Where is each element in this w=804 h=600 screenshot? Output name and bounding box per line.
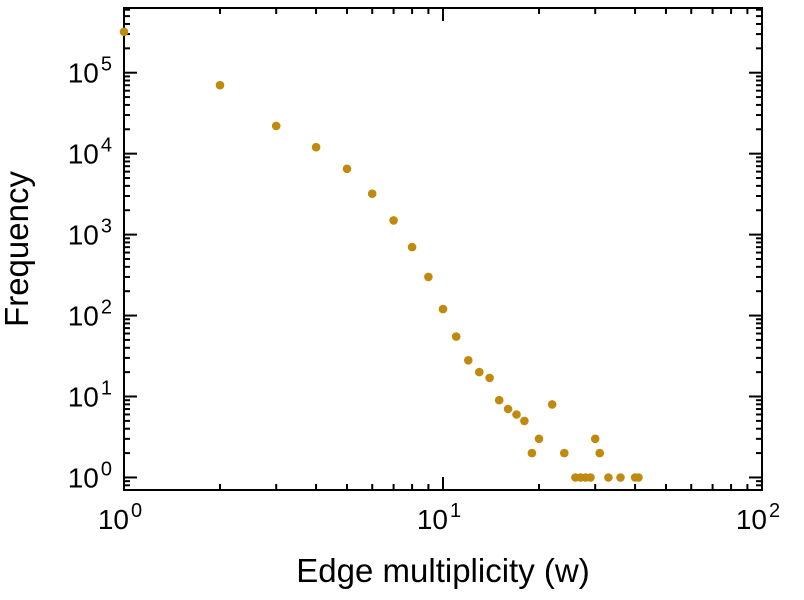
data-point: [119, 27, 129, 37]
data-point: [464, 356, 473, 365]
data-point: [407, 242, 417, 252]
x-tick-label: 10 1: [417, 500, 461, 535]
y-tick-label: 10 3: [68, 216, 112, 251]
data-point: [616, 473, 625, 482]
y-tick-label: 10 2: [68, 297, 112, 332]
data-point: [604, 473, 613, 482]
data-point: [547, 400, 557, 409]
data-point: [424, 272, 433, 282]
x-axis-label: Edge multiplicity (w): [296, 552, 589, 589]
data-point: [451, 332, 461, 341]
data-point: [560, 448, 569, 458]
tick-labels: 10 0 10 1 10 2 10 0 10 1 10 2 10 3 10 4 10 5: [68, 54, 780, 535]
data-point: [586, 473, 595, 482]
y-tick-label: 10 1: [68, 378, 112, 413]
y-axis-label: Frequency: [0, 171, 35, 327]
y-tick-label: 10 0: [68, 458, 112, 493]
x-tick-label: 10 0: [98, 500, 142, 535]
data-point: [367, 189, 377, 198]
data-point: [475, 367, 484, 377]
data-point: [590, 434, 600, 444]
data-point: [512, 410, 521, 419]
data-point: [215, 80, 225, 90]
plot-frame: [123, 7, 763, 491]
data-points: [119, 27, 643, 482]
y-tick-label: 10 4: [68, 135, 112, 170]
data-point: [634, 473, 643, 482]
data-point: [494, 395, 504, 405]
data-point: [342, 164, 352, 174]
data-point: [485, 373, 494, 383]
data-point: [534, 434, 544, 444]
data-point: [520, 416, 529, 426]
data-point: [595, 448, 604, 458]
data-point: [271, 121, 281, 131]
data-point: [389, 216, 398, 225]
y-tick-label: 10 5: [68, 54, 112, 89]
axis-ticks: [123, 8, 763, 491]
data-point: [503, 404, 513, 414]
x-tick-label: 10 2: [736, 500, 780, 535]
data-point: [311, 142, 321, 152]
data-point: [527, 448, 537, 458]
data-point: [438, 304, 448, 314]
